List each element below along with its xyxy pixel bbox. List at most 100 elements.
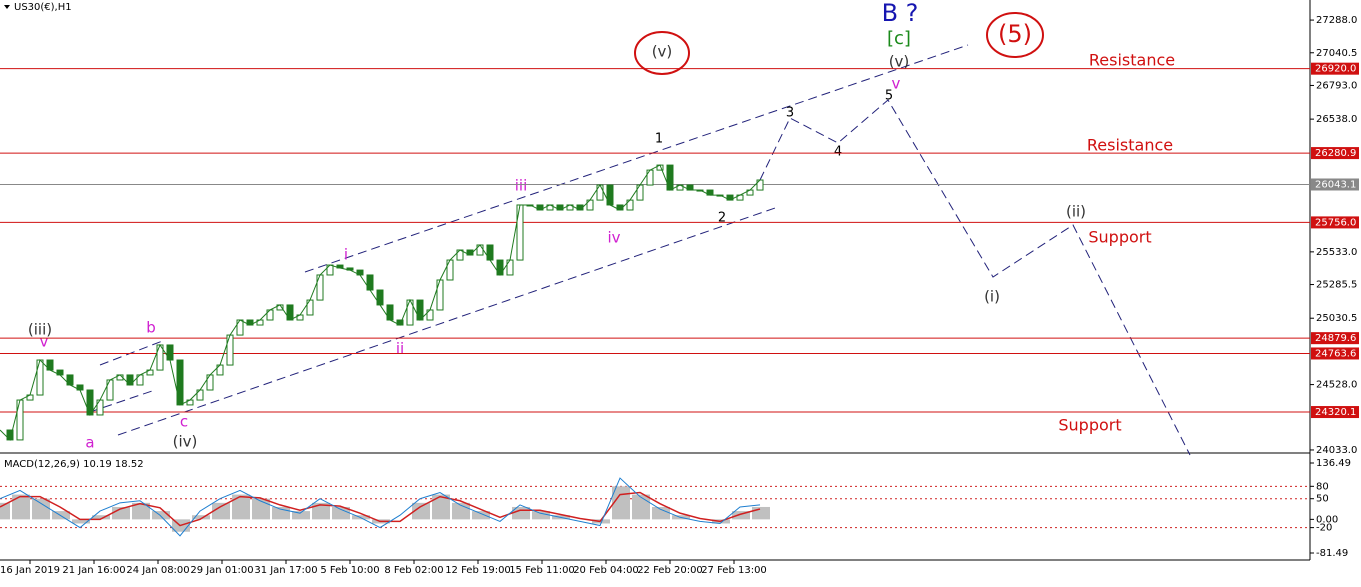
- level-label: 26920.0: [1315, 64, 1356, 75]
- wave-projection: [89, 44, 1191, 456]
- y-tick-label: 80: [1316, 481, 1329, 492]
- level-label: 24763.6: [1315, 348, 1356, 359]
- histogram-bar: [252, 498, 270, 520]
- macd-line: [0, 477, 761, 537]
- wave-label: (i): [984, 288, 1000, 306]
- wave-label: b: [146, 319, 156, 337]
- histogram-bar: [592, 519, 610, 524]
- circle-mark: [634, 31, 690, 75]
- x-tick-label: 8 Feb 02:00: [384, 565, 443, 576]
- histogram-bar: [292, 511, 310, 520]
- wave-label: (5): [998, 20, 1032, 48]
- histogram-bar: [752, 506, 770, 520]
- level-label: 24879.6: [1315, 333, 1356, 344]
- wave-labels: B ? [c] (5) (v) (v) v 5 3 4 1 2 iii iv i…: [28, 0, 1086, 452]
- wave-label: 1: [655, 132, 663, 147]
- symbol: US30(€),H1: [14, 2, 72, 13]
- histogram-bar: [432, 494, 450, 520]
- wave-label: (iii): [28, 321, 52, 339]
- level-note: Resistance: [1089, 51, 1175, 70]
- x-tick-label: 27 Feb 13:00: [701, 565, 767, 576]
- histogram-bar: [12, 494, 30, 520]
- level-tag: [1311, 216, 1359, 229]
- level-tag: [1311, 62, 1359, 75]
- level-label: 26043.1: [1315, 179, 1356, 190]
- level-note: Resistance: [1087, 136, 1173, 155]
- wave-label: ii: [396, 340, 404, 358]
- y-tick-label: 136.49: [1316, 458, 1351, 469]
- histogram-bar: [32, 498, 50, 520]
- y-tick-label: -20: [1316, 523, 1332, 534]
- level-label: 26280.9: [1315, 148, 1356, 159]
- menu-arrow[interactable]: [4, 5, 10, 9]
- x-tick-label: 21 Jan 16:00: [62, 565, 125, 576]
- wave-label: (iv): [173, 433, 198, 451]
- histogram-bar: [152, 511, 170, 520]
- wave-label: [c]: [887, 28, 911, 49]
- candle: [176, 359, 184, 406]
- x-tick-label: 15 Feb 11:00: [509, 565, 575, 576]
- level-label: 25756.0: [1315, 217, 1356, 228]
- histogram-bar: [732, 511, 750, 520]
- wave-label: 2: [718, 211, 726, 226]
- y-tick-label: 25533.0: [1316, 247, 1357, 258]
- x-tick-label: 20 Feb 04:00: [573, 565, 639, 576]
- x-tick-label: 29 Jan 01:00: [190, 565, 253, 576]
- x-tick-label: 22 Feb 20:00: [637, 565, 703, 576]
- wave-label: (v): [652, 43, 673, 61]
- wave-label: iv: [607, 229, 620, 247]
- level-note: Support: [1058, 416, 1121, 435]
- wave-label: 4: [834, 145, 842, 160]
- wave-label: iii: [515, 177, 528, 195]
- y-tick-label: 24528.0: [1316, 380, 1357, 391]
- histogram-bar: [52, 511, 70, 520]
- histogram-bar: [632, 494, 650, 520]
- histogram-bar: [332, 506, 350, 520]
- x-tick-label: 5 Feb 10:00: [320, 565, 379, 576]
- y-tick-label: 25285.5: [1316, 280, 1357, 291]
- wave-label: 5: [885, 89, 893, 104]
- y-tick-label: 0.00: [1316, 514, 1338, 525]
- histogram-bar: [0, 502, 10, 520]
- histogram-bar: [132, 502, 150, 520]
- y-tick-label: 26793.0: [1316, 80, 1357, 91]
- y-tick-label: 50: [1316, 494, 1329, 505]
- y-tick-label: 26538.0: [1316, 114, 1357, 125]
- level-tag: [1311, 178, 1359, 191]
- candle: [316, 274, 324, 301]
- wave-label: i: [344, 246, 348, 264]
- histogram-bar: [72, 519, 90, 524]
- histogram-bar: [312, 502, 330, 520]
- wave-label: c: [180, 413, 188, 431]
- wave-label: (ii): [1066, 203, 1086, 221]
- level-tag: [1311, 147, 1359, 160]
- x-tick-label: 16 Jan 2019: [0, 565, 60, 576]
- y-tick-label: 27040.5: [1316, 48, 1357, 59]
- level-tag: [1311, 347, 1359, 360]
- wave-label: a: [85, 434, 94, 452]
- histogram-bar: [232, 494, 250, 520]
- histogram-bar: [532, 511, 550, 520]
- candle: [106, 379, 114, 401]
- wave-label: (v): [889, 53, 910, 71]
- candle: [516, 204, 524, 261]
- x-tick-label: 24 Jan 08:00: [126, 565, 189, 576]
- candle: [416, 299, 424, 321]
- macd-title: MACD(12,26,9) 10.19 18.52: [4, 459, 144, 470]
- histogram-bar: [92, 515, 110, 520]
- histogram-bar: [472, 511, 490, 520]
- x-tick-label: 31 Jan 17:00: [254, 565, 317, 576]
- signal-line: [0, 491, 761, 527]
- candle: [446, 259, 454, 281]
- wave-label: v: [40, 333, 49, 351]
- level-tag: [1311, 406, 1359, 419]
- wave-label: 3: [786, 106, 794, 121]
- level-notes: Resistance Resistance Support Support: [1058, 51, 1175, 435]
- candle: [226, 334, 234, 366]
- candle: [436, 279, 444, 311]
- y-tick-label: -81.49: [1316, 548, 1348, 559]
- y-tick-label: 25030.5: [1316, 313, 1357, 324]
- candle: [36, 359, 44, 396]
- level-tag: [1311, 332, 1359, 345]
